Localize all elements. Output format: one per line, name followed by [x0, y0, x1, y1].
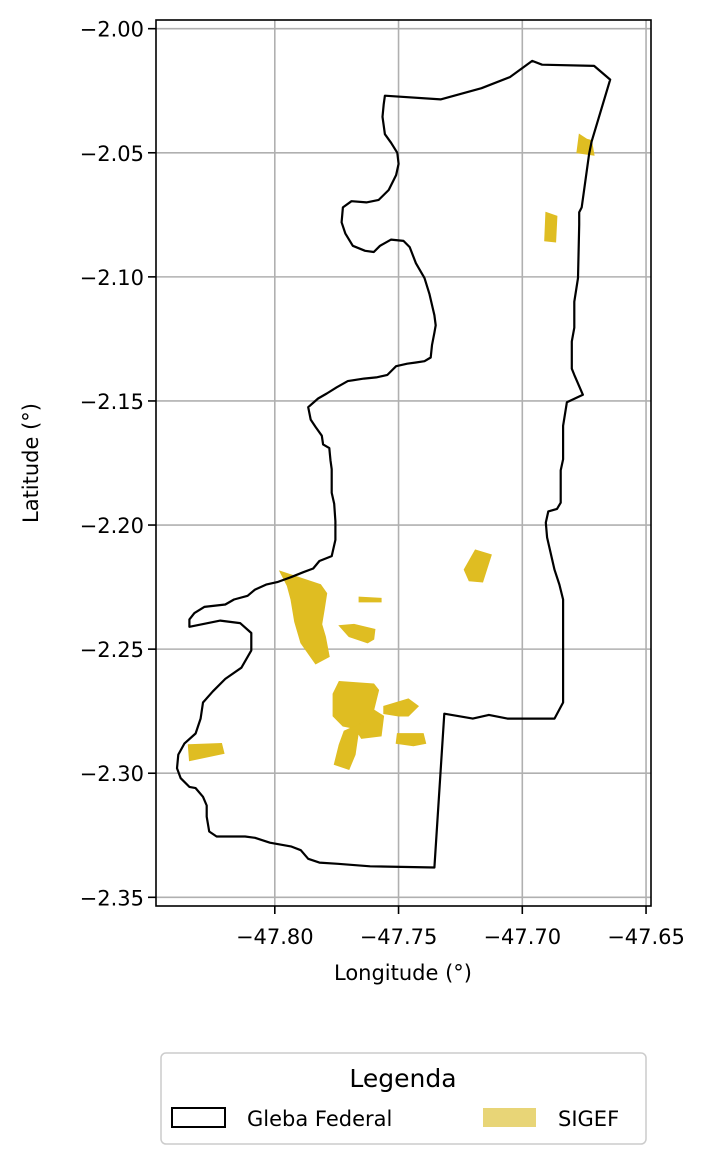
x-axis-ticks: −47.80 −47.75 −47.70 −47.65 — [236, 906, 685, 949]
legend-swatch-sigef — [483, 1108, 536, 1127]
y-axis-title: Latitude (°) — [19, 403, 43, 523]
legend-label-gleba-federal: Gleba Federal — [247, 1107, 392, 1131]
sigef-parcel — [383, 698, 420, 717]
x-tick-label: −47.65 — [607, 925, 685, 949]
sigef-parcel — [395, 733, 427, 747]
x-tick-label: −47.70 — [483, 925, 561, 949]
sigef-parcel — [187, 742, 225, 762]
sigef-parcel — [358, 596, 382, 603]
legend-label-sigef: SIGEF — [558, 1107, 619, 1131]
sigef-parcels — [187, 133, 595, 770]
sigef-parcel — [338, 623, 376, 644]
plot-frame — [155, 19, 652, 907]
y-tick-label: −2.15 — [80, 390, 144, 414]
y-axis-ticks: −2.00 −2.05 −2.10 −2.15 −2.20 −2.25 −2.30 −2.35 — [80, 18, 156, 910]
sigef-parcel — [333, 719, 370, 770]
x-axis-title: Longitude (°) — [334, 961, 472, 985]
sigef-parcel — [278, 570, 330, 665]
x-tick-label: −47.75 — [360, 925, 438, 949]
legend-swatch-gleba-federal — [171, 1107, 226, 1128]
legend: Legenda Gleba Federal SIGEF — [160, 1052, 647, 1145]
y-tick-label: −2.25 — [80, 638, 144, 662]
legend-title: Legenda — [349, 1064, 456, 1093]
sigef-parcel — [463, 549, 492, 583]
y-tick-label: −2.00 — [80, 18, 144, 42]
gleba-federal-boundary — [175, 59, 612, 869]
sigef-parcel — [544, 211, 558, 243]
y-tick-label: −2.20 — [80, 514, 144, 538]
y-tick-label: −2.30 — [80, 762, 144, 786]
y-tick-label: −2.10 — [80, 266, 144, 290]
y-tick-label: −2.05 — [80, 142, 144, 166]
sigef-parcel — [332, 680, 385, 739]
y-tick-label: −2.35 — [80, 886, 144, 910]
x-tick-label: −47.80 — [236, 925, 314, 949]
horizontal-gridlines — [156, 27, 651, 899]
